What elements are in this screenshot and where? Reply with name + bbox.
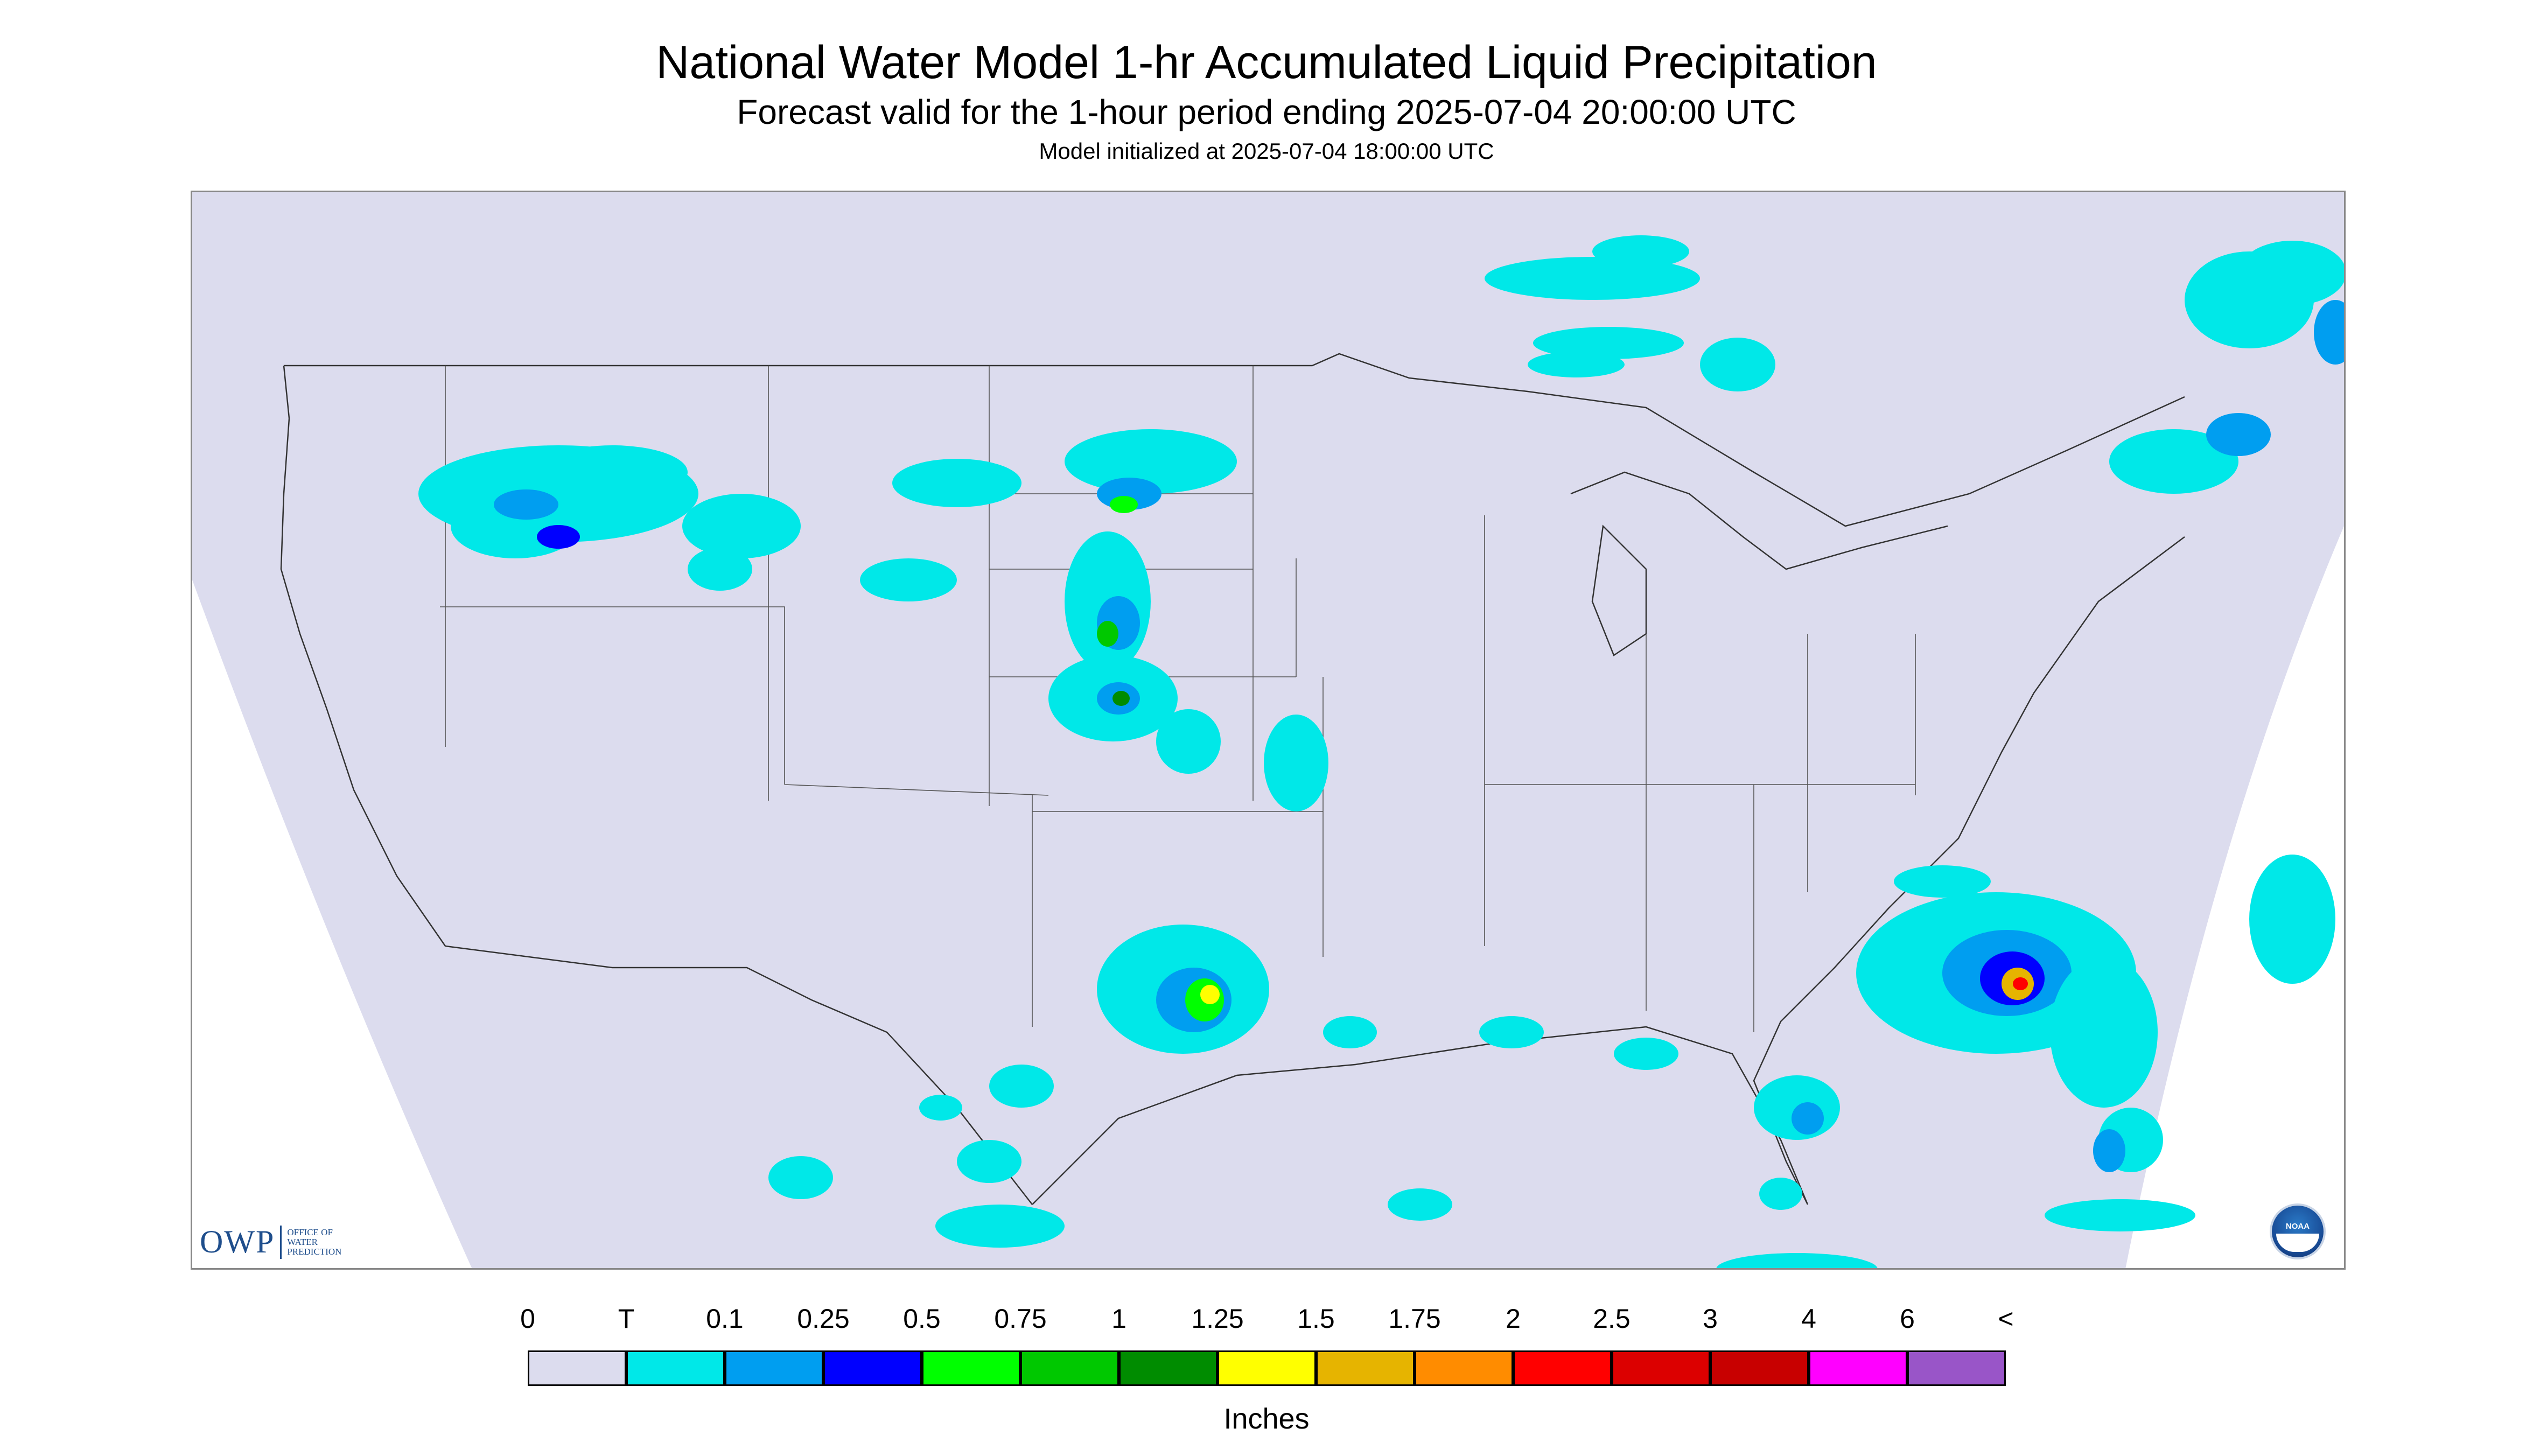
owp-logo-divider [280, 1225, 282, 1259]
legend-label: 4 [1801, 1304, 1816, 1334]
precip-area [682, 494, 801, 558]
owp-logo: OWP OFFICE OF WATER PREDICTION [200, 1223, 362, 1261]
legend-label: T [618, 1304, 635, 1334]
precip-area [989, 1065, 1054, 1108]
legend-swatch [1907, 1350, 2006, 1386]
precip-area [2206, 413, 2271, 456]
gulf-coast [1032, 536, 2185, 1205]
precip-area [1156, 709, 1221, 774]
legend-swatch [1415, 1350, 1513, 1386]
precip-area [537, 525, 580, 549]
map-subtitle: Forecast valid for the 1-hour period end… [737, 93, 1796, 131]
precip-area [2249, 855, 2335, 984]
precip-overlay [418, 235, 2344, 1268]
owp-logo-fulltext: OFFICE OF WATER PREDICTION [287, 1227, 342, 1257]
precip-area [494, 489, 558, 520]
legend-swatch [1217, 1350, 1316, 1386]
precip-area [1264, 715, 1328, 811]
precip-area [1323, 1016, 1377, 1048]
precip-area [1112, 691, 1130, 706]
great-lakes [1570, 471, 1948, 570]
precip-area [1388, 1188, 1452, 1221]
legend-swatch [823, 1350, 922, 1386]
legend-swatch [528, 1350, 626, 1386]
legend-swatch [1020, 1350, 1119, 1386]
precip-area [2238, 241, 2344, 305]
legend-units: Inches [1223, 1403, 1310, 1435]
precip-area [1097, 621, 1118, 647]
legend-label: 0.1 [706, 1304, 744, 1334]
pacific-coast [280, 365, 446, 947]
precip-area [1592, 235, 1689, 268]
precip-area [1716, 1253, 1878, 1268]
legend-label: 1.75 [1388, 1304, 1441, 1334]
legend-label: 2.5 [1593, 1304, 1631, 1334]
legend-swatch [626, 1350, 725, 1386]
owp-logo-text: OWP [200, 1224, 275, 1259]
boundaries [280, 353, 2185, 1205]
precip-area [919, 1095, 962, 1121]
legend-label: < [1998, 1304, 2014, 1334]
model-init-line: Model initialized at 2025-07-04 18:00:00… [1039, 138, 1494, 164]
map-canvas [192, 192, 2344, 1268]
precipitation-map: OWP OFFICE OF WATER PREDICTION NOAA [191, 191, 2346, 1270]
us-canada-border [284, 353, 2185, 527]
legend-swatch [725, 1350, 823, 1386]
legend-label: 6 [1900, 1304, 1915, 1334]
legend-swatch [1612, 1350, 1710, 1386]
precip-area [2093, 1129, 2125, 1172]
precip-area [1479, 1016, 1544, 1048]
precip-area [1700, 338, 1775, 391]
legend-swatch [922, 1350, 1020, 1386]
map-domain [192, 192, 2344, 1268]
legend-swatch [1809, 1350, 1907, 1386]
precip-area [688, 548, 752, 591]
precip-area [768, 1156, 833, 1199]
noaa-wave-icon [2276, 1234, 2319, 1252]
precip-area [1533, 327, 1684, 359]
legend-swatch [1513, 1350, 1612, 1386]
legend-swatch [1316, 1350, 1415, 1386]
precip-area [2045, 1199, 2195, 1231]
precip-area [2013, 977, 2028, 990]
legend-label: 0 [520, 1304, 535, 1334]
lake-michigan [1591, 524, 1647, 656]
precip-area [1110, 496, 1138, 513]
precip-area [537, 445, 688, 499]
precip-area [2314, 300, 2344, 365]
legend-label: 1.25 [1191, 1304, 1244, 1334]
precip-area [2050, 957, 2158, 1108]
precip-area [1894, 865, 1991, 898]
precip-area [1614, 1038, 1678, 1070]
precip-area [1065, 429, 1237, 494]
precip-area [935, 1205, 1065, 1248]
precip-area [2109, 429, 2238, 494]
precip-area [1792, 1102, 1824, 1135]
legend-swatch [1710, 1350, 1809, 1386]
precip-area [1759, 1178, 1802, 1210]
legend-label: 1.5 [1297, 1304, 1335, 1334]
legend-label: 2 [1506, 1304, 1521, 1334]
noaa-logo: NOAA [2270, 1203, 2326, 1259]
map-title: National Water Model 1-hr Accumulated Li… [656, 37, 1877, 88]
noaa-logo-text: NOAA [2285, 1222, 2310, 1231]
legend-label: 3 [1703, 1304, 1718, 1334]
precip-area [957, 1140, 1021, 1183]
legend-label: 0.5 [903, 1304, 941, 1334]
precip-area [892, 459, 1021, 507]
legend-label: 0.75 [994, 1304, 1047, 1334]
precip-area [1485, 257, 1700, 300]
precip-area [1200, 985, 1220, 1004]
legend-label: 0.25 [797, 1304, 850, 1334]
legend-swatch [1119, 1350, 1217, 1386]
legend-label: 1 [1111, 1304, 1126, 1334]
precip-area [860, 558, 957, 601]
